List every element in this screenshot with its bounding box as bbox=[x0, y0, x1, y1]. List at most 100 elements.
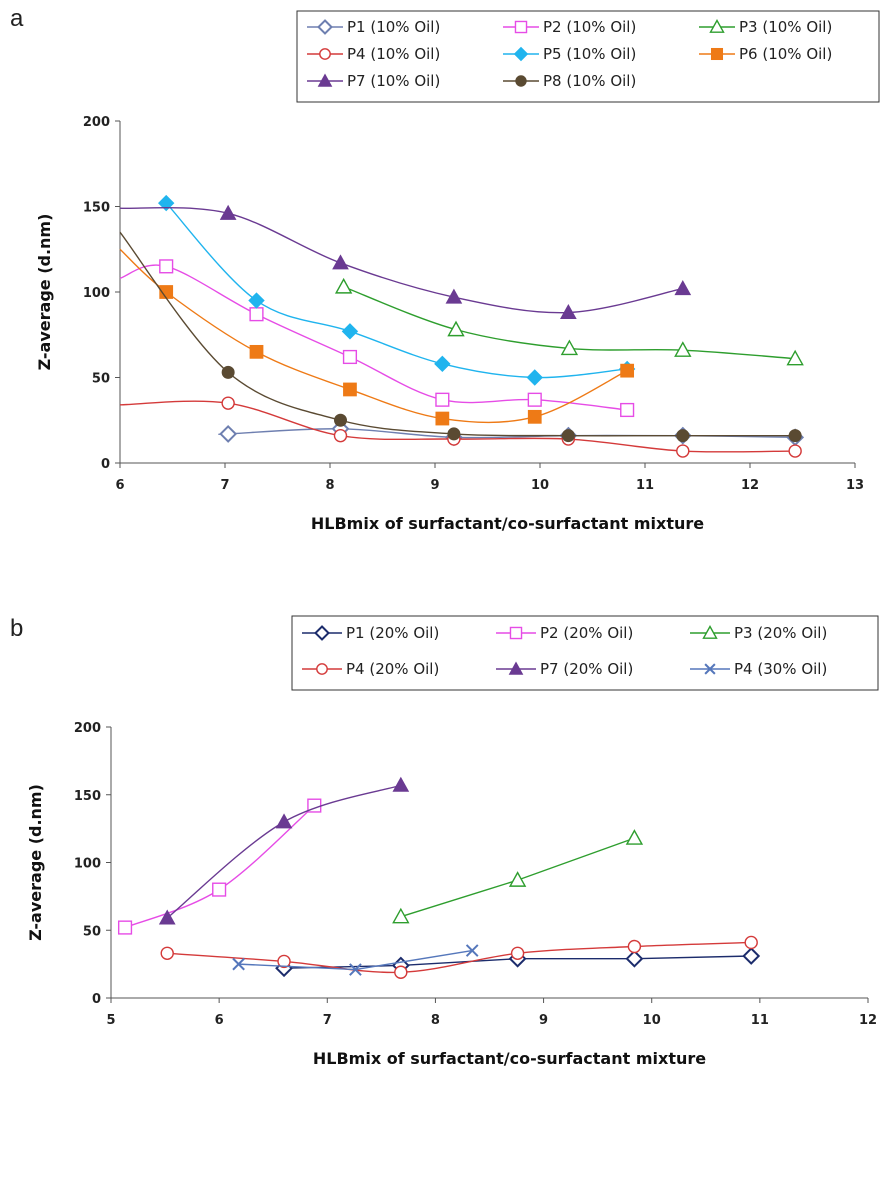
series-line bbox=[166, 784, 402, 919]
x-tick-label: 9 bbox=[539, 1013, 548, 1028]
data-point-marker bbox=[447, 320, 465, 337]
data-point-marker bbox=[249, 307, 264, 322]
x-tick-label: 7 bbox=[323, 1013, 332, 1028]
x-tick-label: 8 bbox=[431, 1013, 440, 1028]
data-point-marker bbox=[702, 625, 718, 639]
data-point-marker bbox=[159, 259, 174, 274]
data-point-marker bbox=[620, 363, 635, 378]
legend-entry: P2 (10% Oil) bbox=[503, 18, 636, 36]
series-line bbox=[119, 206, 683, 314]
legend-entry: P1 (10% Oil) bbox=[307, 18, 440, 36]
data-point-marker bbox=[319, 48, 331, 60]
legend-label: P4 (30% Oil) bbox=[734, 660, 827, 678]
data-point-marker bbox=[527, 409, 542, 424]
data-point-marker bbox=[275, 813, 293, 829]
legend-entry: P4 (20% Oil) bbox=[302, 660, 439, 678]
legend-entry: P1 (20% Oil) bbox=[302, 624, 439, 642]
x-tick-label: 11 bbox=[751, 1013, 769, 1028]
y-tick-label: 0 bbox=[101, 457, 110, 472]
data-point-marker bbox=[435, 392, 450, 407]
y-tick-label: 200 bbox=[74, 721, 101, 736]
data-point-marker bbox=[527, 392, 542, 407]
y-tick-label: 100 bbox=[74, 857, 101, 872]
data-point-marker bbox=[434, 355, 451, 373]
data-point-marker bbox=[674, 341, 692, 357]
x-tick-label: 12 bbox=[741, 478, 759, 493]
x-tick-label: 5 bbox=[106, 1013, 115, 1028]
data-point-marker bbox=[343, 382, 357, 397]
y-tick-label: 150 bbox=[74, 789, 101, 804]
data-point-marker bbox=[232, 957, 245, 971]
data-point-marker bbox=[316, 663, 328, 675]
series-p4-20-oil bbox=[160, 935, 758, 979]
legend-entry: P6 (10% Oil) bbox=[699, 45, 832, 63]
legend-entry: P4 (10% Oil) bbox=[307, 45, 440, 63]
y-axis-title: Z-average (d.nm) bbox=[26, 784, 45, 941]
data-point-marker bbox=[447, 427, 461, 441]
data-point-marker bbox=[219, 204, 237, 220]
data-point-marker bbox=[742, 947, 761, 965]
data-point-marker bbox=[710, 47, 724, 61]
y-tick-label: 150 bbox=[83, 201, 110, 216]
legend-label: P2 (10% Oil) bbox=[543, 18, 636, 36]
data-point-marker bbox=[333, 428, 348, 443]
x-tick-label: 9 bbox=[430, 478, 439, 493]
series-p8-10-oil bbox=[119, 231, 802, 443]
data-point-marker bbox=[676, 444, 690, 458]
legend-entry: P3 (20% Oil) bbox=[690, 624, 827, 642]
data-point-marker bbox=[704, 663, 716, 675]
series-line bbox=[165, 202, 628, 379]
data-point-marker bbox=[349, 963, 362, 976]
legend-entry: P2 (20% Oil) bbox=[496, 624, 633, 642]
data-point-marker bbox=[248, 292, 265, 309]
legend-label: P5 (10% Oil) bbox=[543, 45, 636, 63]
y-tick-label: 50 bbox=[92, 372, 110, 387]
data-point-marker bbox=[465, 944, 479, 957]
series-p2-10-oil bbox=[119, 259, 635, 418]
series-p3-20-oil bbox=[392, 829, 644, 924]
marker-stroke bbox=[704, 663, 716, 675]
legend: P1 (20% Oil) P2 (20% Oil) P3 (20% Oil) P4 (… bbox=[291, 615, 879, 691]
data-point-marker bbox=[392, 907, 410, 924]
data-point-marker bbox=[508, 661, 524, 675]
marker-stroke bbox=[465, 944, 479, 957]
legend-entry: P7 (20% Oil) bbox=[496, 660, 633, 678]
legend-entry: P4 (30% Oil) bbox=[690, 660, 827, 678]
data-point-marker bbox=[342, 349, 358, 365]
data-point-marker bbox=[508, 871, 527, 887]
data-point-marker bbox=[221, 365, 235, 379]
data-point-marker bbox=[219, 425, 238, 443]
data-point-marker bbox=[744, 935, 758, 950]
data-point-marker bbox=[560, 339, 579, 356]
data-point-marker bbox=[625, 829, 644, 845]
legend-label: P1 (20% Oil) bbox=[346, 624, 439, 642]
series-p2-20-oil bbox=[117, 798, 322, 935]
data-point-marker bbox=[514, 20, 528, 34]
data-point-marker bbox=[314, 625, 330, 641]
series-p7-20-oil bbox=[158, 776, 410, 925]
data-point-marker bbox=[786, 349, 804, 366]
legend-label: P2 (20% Oil) bbox=[540, 624, 633, 642]
x-axis-title: HLBmix of surfactant/co-surfactant mixtu… bbox=[311, 514, 704, 533]
data-point-marker bbox=[625, 949, 644, 968]
x-tick-label: 6 bbox=[215, 1013, 224, 1028]
legend-entry: P7 (10% Oil) bbox=[307, 72, 440, 90]
data-point-marker bbox=[513, 46, 529, 62]
panel-label-b: b bbox=[10, 615, 23, 642]
y-tick-label: 0 bbox=[92, 992, 101, 1007]
data-point-marker bbox=[560, 303, 577, 320]
y-axis-title: Z-average (d.nm) bbox=[35, 214, 54, 371]
x-tick-label: 12 bbox=[859, 1013, 877, 1028]
series-p4-30-oil bbox=[232, 944, 479, 976]
series-p6-10-oil bbox=[119, 248, 635, 426]
legend-label: P7 (10% Oil) bbox=[347, 72, 440, 90]
data-point-marker bbox=[221, 396, 235, 410]
y-tick-label: 50 bbox=[83, 924, 101, 939]
series-p5-10-oil bbox=[157, 194, 636, 386]
data-point-marker bbox=[332, 254, 349, 270]
legend-entry: P5 (10% Oil) bbox=[503, 45, 636, 63]
data-point-marker bbox=[676, 429, 690, 443]
legend-label: P4 (10% Oil) bbox=[347, 45, 440, 63]
data-point-marker bbox=[788, 429, 802, 443]
